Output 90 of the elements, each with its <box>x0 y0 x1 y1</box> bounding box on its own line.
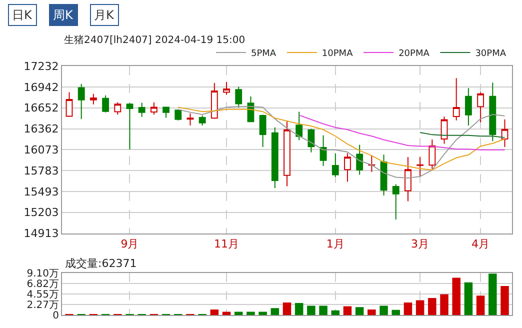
bar <box>234 312 243 315</box>
bar <box>319 306 328 315</box>
y-tick-label: 15493 <box>24 185 59 198</box>
bar <box>488 274 497 315</box>
candlestick <box>308 128 315 153</box>
candlestick <box>90 93 97 105</box>
bar <box>307 306 316 315</box>
candlestick <box>114 102 122 116</box>
x-tick-label: 11月 <box>214 237 240 250</box>
candlestick <box>102 94 110 113</box>
candlestick <box>320 134 327 167</box>
bar <box>294 303 304 315</box>
bar <box>270 308 280 315</box>
y-tick-label: 4.55万 <box>26 290 59 301</box>
text: 周K <box>53 8 74 22</box>
candlestick <box>416 156 424 177</box>
bar <box>404 302 412 315</box>
text: 成交量:62371 <box>65 257 137 270</box>
legend-label: 5PMA <box>251 48 277 59</box>
candlestick <box>452 78 460 121</box>
candlestick <box>174 109 182 121</box>
y-tick-label: 16652 <box>24 102 59 115</box>
candlestick <box>296 111 303 141</box>
candlestick <box>186 112 194 126</box>
y-tick-label: 16073 <box>24 143 59 156</box>
candlestick <box>223 82 230 96</box>
y-tick-label: 9.10万 <box>26 268 59 280</box>
bar <box>258 312 267 315</box>
bar <box>355 307 364 315</box>
bar <box>210 309 219 315</box>
x-tick-label: 3月 <box>411 237 430 250</box>
candlestick <box>404 156 412 202</box>
candlestick <box>332 152 339 178</box>
candlestick <box>344 152 351 182</box>
bar <box>392 310 400 315</box>
y-tick-label: 2.27万 <box>26 300 59 312</box>
bar <box>476 296 485 315</box>
candlestick <box>477 92 484 123</box>
candlestick <box>464 88 472 126</box>
candlestick <box>259 114 266 148</box>
candlestick <box>284 120 290 187</box>
chart-title: 生猪2407[lh2407] 2024-04-19 15:00 <box>64 34 246 46</box>
bar <box>368 309 376 315</box>
bar <box>440 294 448 315</box>
y-tick-label: 0 <box>52 310 59 322</box>
candlestick <box>198 115 206 126</box>
bar <box>331 310 340 315</box>
candlestick <box>66 92 73 118</box>
y-tick-label: 6.82万 <box>26 279 59 290</box>
bar <box>464 282 473 315</box>
legend-label: 20PMA <box>398 48 430 59</box>
candlestick <box>380 154 388 196</box>
bar <box>246 312 255 315</box>
legend-label: 10PMA <box>322 48 354 59</box>
y-tick-label: 17232 <box>24 60 59 73</box>
bar <box>282 302 292 315</box>
bar <box>452 278 460 315</box>
candlestick <box>368 155 376 172</box>
y-tick-label: 16362 <box>24 122 59 136</box>
candlestick <box>235 86 242 108</box>
bar <box>500 286 509 315</box>
candlestick <box>150 102 158 116</box>
y-tick-label: 16942 <box>24 80 59 94</box>
candlestick <box>210 82 218 120</box>
x-tick-label: 9月 <box>120 237 139 250</box>
bar <box>343 306 352 315</box>
line-series <box>298 114 506 150</box>
bar <box>428 298 436 315</box>
candlestick <box>356 144 364 176</box>
candlestick <box>440 116 448 144</box>
candlestick <box>138 102 146 118</box>
candlestick <box>271 126 278 189</box>
candlestick <box>78 83 85 120</box>
text: 日K <box>12 8 33 22</box>
bar <box>222 312 231 315</box>
bar <box>380 306 388 315</box>
text: 月K <box>94 8 115 22</box>
candlestick <box>162 106 170 118</box>
candlestick <box>501 118 508 148</box>
candlestick <box>392 184 400 220</box>
y-tick-label: 14913 <box>24 227 59 240</box>
candlestick <box>489 82 496 142</box>
candlestick <box>428 139 436 170</box>
y-tick-label: 15783 <box>24 164 59 178</box>
x-tick-label: 1月 <box>326 237 344 250</box>
legend-label: 30PMA <box>475 48 507 59</box>
bar <box>416 300 424 315</box>
y-tick-label: 15203 <box>24 206 59 220</box>
candlestick <box>126 102 134 150</box>
x-tick-label: 4月 <box>472 237 490 250</box>
